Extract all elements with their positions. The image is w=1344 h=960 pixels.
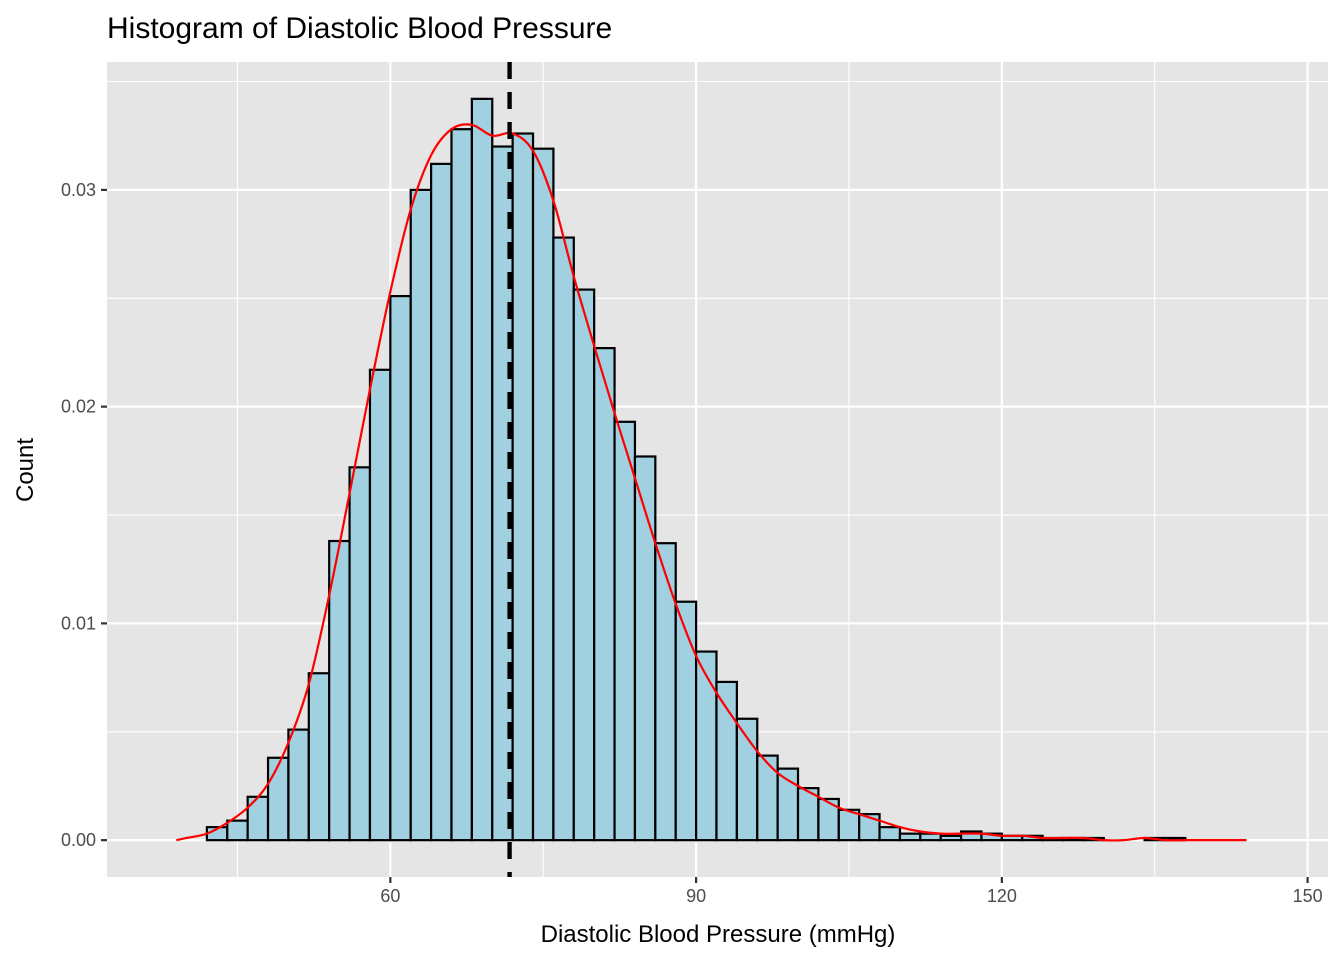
y-tick-label: 0.01 [61,613,96,633]
x-tick-label: 120 [987,886,1017,906]
x-axis: 60 90 120 150 [380,877,1323,906]
histogram-bar [552,236,575,842]
histogram-bar [919,832,942,842]
x-axis-title: Diastolic Blood Pressure (mmHg) [541,921,896,948]
histogram-bar [348,466,372,842]
x-tick-label: 90 [686,886,706,906]
y-tick-label: 0.03 [61,180,96,200]
y-tick-label: 0.00 [61,830,96,850]
histogram-bar [572,288,596,842]
histogram-bar [674,600,698,842]
histogram-bar [593,347,616,842]
histogram-bar [756,754,779,842]
histogram-bar [450,128,473,842]
histogram-bar [939,834,963,842]
histogram-bar [409,188,433,842]
histogram-bar [389,294,412,842]
histogram-bar [430,162,453,842]
x-tick-label: 60 [380,886,400,906]
histogram-bar [715,680,738,842]
histogram-bar [531,147,555,842]
histogram-bar [307,672,331,842]
chart-title: Histogram of Diastolic Blood Pressure [107,12,612,45]
y-tick-label: 0.02 [61,397,96,417]
histogram-bar [878,826,902,842]
y-axis: 0.00 0.01 0.02 0.03 [61,180,107,850]
density-curve [176,123,1247,842]
histogram-bar [368,368,392,842]
histogram-bar [266,756,290,842]
histogram-bar [470,97,494,842]
x-tick-label: 150 [1293,886,1323,906]
histogram-bar [226,819,249,842]
histogram-bar [654,542,677,842]
histogram-bar [287,728,310,842]
histogram-bar [511,132,535,842]
y-axis-title: Count [12,438,39,502]
histogram-bar [898,832,922,842]
histogram-bar [613,420,637,842]
histogram-bar [694,650,718,842]
